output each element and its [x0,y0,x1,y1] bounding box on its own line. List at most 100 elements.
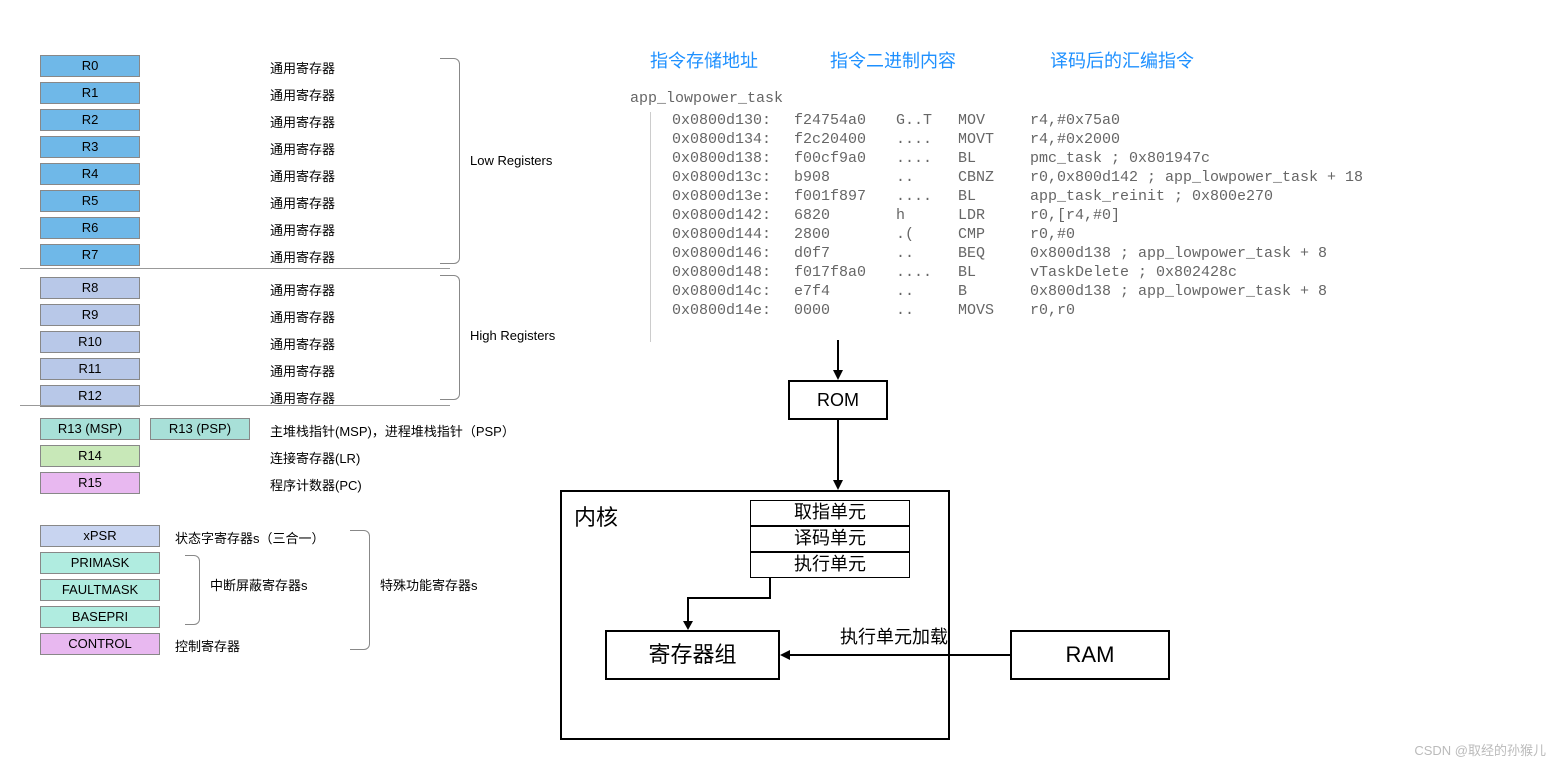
register-R9: R9 [40,304,140,326]
register-desc: 主堆栈指针(MSP)，进程堆栈指针（PSP） [270,421,515,440]
asm-row: 0x0800d148:f017f8a0....BLvTaskDelete ; 0… [672,264,1383,281]
asm-args: pmc_task ; 0x801947c [1030,150,1383,167]
asm-row: 0x0800d146:d0f7..BEQ0x800d138 ; app_lowp… [672,245,1383,262]
register-desc: 通用寄存器 [270,85,335,104]
asm-function-label: app_lowpower_task [630,90,783,107]
asm-ascii: .. [896,245,956,262]
register-desc: 通用寄存器 [270,58,335,77]
asm-table: 0x0800d130:f24754a0G..TMOVr4,#0x75a00x08… [670,110,1385,321]
asm-ascii: .. [896,302,956,319]
asm-row: 0x0800d14e:0000..MOVSr0,r0 [672,302,1383,319]
asm-op: CMP [958,226,1028,243]
special-FAULTMASK: FAULTMASK [40,579,160,601]
mask-label: 中断屏蔽寄存器s [210,575,308,594]
exec-box: 执行单元 [750,552,910,578]
register-desc: 通用寄存器 [270,334,335,353]
asm-row: 0x0800d130:f24754a0G..TMOVr4,#0x75a0 [672,112,1383,129]
asm-addr: 0x0800d13c: [672,169,792,186]
special-xPSR: xPSR [40,525,160,547]
asm-args: r0,[r4,#0] [1030,207,1383,224]
asm-op: BEQ [958,245,1028,262]
asm-addr: 0x0800d130: [672,112,792,129]
hr-low-high [20,268,450,269]
asm-vline [650,112,651,342]
header-addr: 指令存储地址 [650,47,758,73]
asm-addr: 0x0800d14c: [672,283,792,300]
asm-args: r4,#0x2000 [1030,131,1383,148]
asm-op: B [958,283,1028,300]
asm-row: 0x0800d14c:e7f4..B0x800d138 ; app_lowpow… [672,283,1383,300]
decode-box: 译码单元 [750,526,910,552]
asm-ascii: G..T [896,112,956,129]
load-label: 执行单元加载 [840,623,948,649]
register-R4: R4 [40,163,140,185]
kernel-label: 内核 [574,505,618,530]
asm-addr: 0x0800d134: [672,131,792,148]
register-R7: R7 [40,244,140,266]
header-bin: 指令二进制内容 [830,47,956,73]
watermark: CSDN @取经的孙猴儿 [1414,740,1546,759]
asm-args: 0x800d138 ; app_lowpower_task + 8 [1030,245,1383,262]
asm-row: 0x0800d134:f2c20400....MOVTr4,#0x2000 [672,131,1383,148]
rom-box: ROM [788,380,888,420]
asm-ascii: .... [896,188,956,205]
hr-high-sp [20,405,450,406]
asm-ascii: .... [896,131,956,148]
asm-op: BL [958,264,1028,281]
asm-row: 0x0800d138:f00cf9a0....BLpmc_task ; 0x80… [672,150,1383,167]
asm-row: 0x0800d13e:f001f897....BLapp_task_reinit… [672,188,1383,205]
register-R12: R12 [40,385,140,407]
asm-args: r4,#0x75a0 [1030,112,1383,129]
register-R15: R15 [40,472,140,494]
bracket-special [350,530,370,650]
register-R13 (PSP): R13 (PSP) [150,418,250,440]
asm-ascii: .. [896,283,956,300]
asm-args: 0x800d138 ; app_lowpower_task + 8 [1030,283,1383,300]
asm-hex: 0000 [794,302,894,319]
asm-addr: 0x0800d14e: [672,302,792,319]
register-R6: R6 [40,217,140,239]
asm-row: 0x0800d142:6820 hLDRr0,[r4,#0] [672,207,1383,224]
asm-hex: b908 [794,169,894,186]
asm-addr: 0x0800d144: [672,226,792,243]
asm-addr: 0x0800d146: [672,245,792,262]
register-desc: 通用寄存器 [270,361,335,380]
asm-op: MOV [958,112,1028,129]
register-R11: R11 [40,358,140,380]
asm-addr: 0x0800d142: [672,207,792,224]
asm-hex: 6820 [794,207,894,224]
asm-hex: f001f897 [794,188,894,205]
special-CONTROL: CONTROL [40,633,160,655]
fetch-box: 取指单元 [750,500,910,526]
special-BASEPRI: BASEPRI [40,606,160,628]
special-PRIMASK: PRIMASK [40,552,160,574]
asm-addr: 0x0800d13e: [672,188,792,205]
asm-args: r0,0x800d142 ; app_lowpower_task + 18 [1030,169,1383,186]
asm-row: 0x0800d144:2800.(CMPr0,#0 [672,226,1383,243]
asm-args: r0,r0 [1030,302,1383,319]
asm-ascii: .( [896,226,956,243]
register-desc: 连接寄存器(LR) [270,448,360,467]
register-R5: R5 [40,190,140,212]
asm-op: MOVT [958,131,1028,148]
asm-args: vTaskDelete ; 0x802428c [1030,264,1383,281]
asm-hex: d0f7 [794,245,894,262]
asm-hex: f00cf9a0 [794,150,894,167]
arrow-rom-kernel [828,420,848,490]
high-registers-label: High Registers [470,328,555,343]
asm-hex: e7f4 [794,283,894,300]
asm-hex: 2800 [794,226,894,243]
asm-args: r0,#0 [1030,226,1383,243]
asm-ascii: .. [896,169,956,186]
register-R2: R2 [40,109,140,131]
asm-row: 0x0800d13c:b908..CBNZr0,0x800d142 ; app_… [672,169,1383,186]
asm-args: app_task_reinit ; 0x800e270 [1030,188,1383,205]
asm-hex: f24754a0 [794,112,894,129]
asm-ascii: .... [896,264,956,281]
register-desc: 通用寄存器 [270,280,335,299]
low-registers-label: Low Registers [470,153,552,168]
register-R0: R0 [40,55,140,77]
asm-ascii: h [896,207,956,224]
register-R3: R3 [40,136,140,158]
register-desc: 通用寄存器 [270,220,335,239]
